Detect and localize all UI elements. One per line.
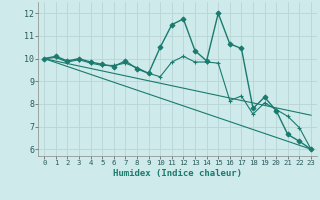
X-axis label: Humidex (Indice chaleur): Humidex (Indice chaleur) [113,169,242,178]
